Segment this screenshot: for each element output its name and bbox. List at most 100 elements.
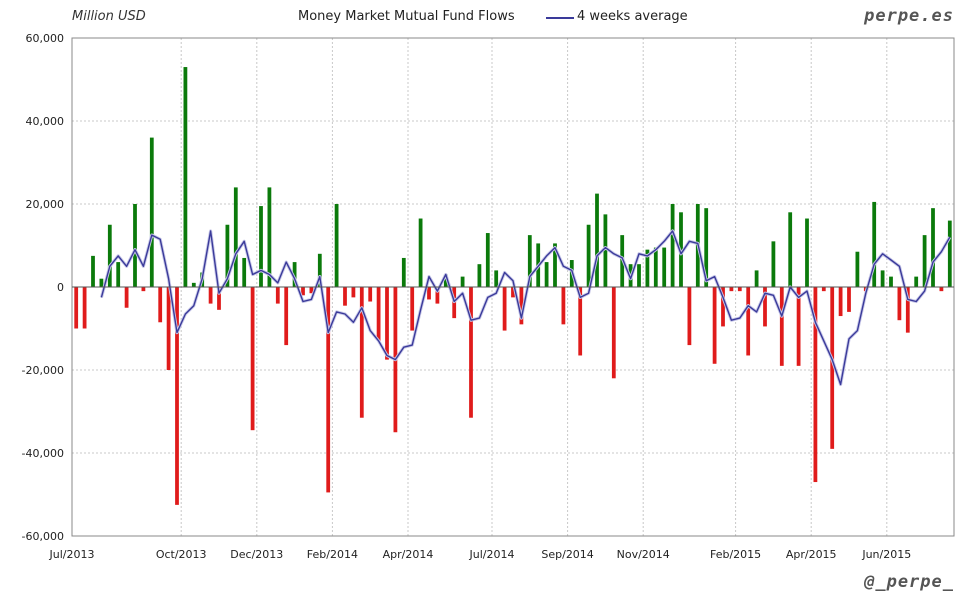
bar <box>603 214 608 287</box>
bar <box>687 287 692 346</box>
bar <box>905 287 910 333</box>
bar <box>275 287 280 304</box>
bar <box>889 276 893 287</box>
bar <box>771 241 776 287</box>
bar <box>561 287 566 325</box>
bar <box>250 287 255 431</box>
bar <box>284 287 289 346</box>
bar <box>494 270 499 287</box>
bar <box>343 287 347 306</box>
bar <box>166 287 171 370</box>
bar <box>334 204 339 287</box>
bar <box>821 287 826 292</box>
x-tick-label: Nov/2014 <box>617 548 670 561</box>
bar <box>670 204 675 287</box>
x-tick-label: Jun/2015 <box>861 548 911 561</box>
bar <box>939 287 944 292</box>
bar <box>443 274 448 287</box>
bar <box>385 287 389 360</box>
bar <box>662 247 667 287</box>
bar <box>855 251 860 287</box>
bar <box>469 287 473 418</box>
bar <box>292 262 297 287</box>
bar <box>376 287 381 341</box>
bar <box>712 287 717 364</box>
bar <box>779 287 784 366</box>
bar <box>141 287 146 292</box>
x-tick-label: Apr/2015 <box>786 548 837 561</box>
bar <box>502 287 507 331</box>
x-tick-label: Sep/2014 <box>541 548 593 561</box>
y-tick-label: 40,000 <box>26 115 65 128</box>
bar <box>309 287 314 294</box>
line-layer <box>99 229 952 387</box>
bar <box>754 270 759 287</box>
bar <box>326 287 331 493</box>
bar <box>947 220 952 287</box>
bar <box>830 287 835 449</box>
y-tick-label: -20,000 <box>22 364 64 377</box>
y-tick-label: -40,000 <box>22 447 64 460</box>
bar <box>511 287 515 298</box>
x-tick-label: Jul/2014 <box>469 548 515 561</box>
average-line <box>100 230 951 386</box>
bar <box>208 287 213 304</box>
bar <box>872 201 877 287</box>
x-tick-label: Dec/2013 <box>230 548 283 561</box>
bar <box>259 206 263 287</box>
bar <box>527 235 532 287</box>
bar <box>914 276 919 287</box>
bar <box>175 287 179 505</box>
bar <box>418 218 423 287</box>
bar <box>217 287 221 310</box>
bar <box>746 287 751 356</box>
bar <box>225 224 230 287</box>
bar <box>721 287 725 327</box>
bar <box>116 262 121 287</box>
bar <box>124 287 129 308</box>
bar <box>368 287 373 302</box>
bar <box>460 276 465 287</box>
bar <box>645 249 650 287</box>
bar <box>133 204 137 287</box>
bar <box>410 287 415 331</box>
bar <box>91 255 95 287</box>
bar <box>578 287 583 356</box>
bar <box>737 287 742 292</box>
bar <box>267 187 272 287</box>
y-unit-label: Million USD <box>72 9 146 24</box>
twitter-handle: @_perpe_ <box>864 572 954 592</box>
bar <box>233 187 238 287</box>
y-tick-label: -60,000 <box>22 530 64 543</box>
bar <box>805 218 809 287</box>
y-tick-label: 20,000 <box>26 198 65 211</box>
bar <box>847 287 851 312</box>
x-tick-label: Jul/2013 <box>49 548 95 561</box>
bar <box>242 257 247 287</box>
brand-watermark: perpe.es <box>864 6 954 26</box>
bar <box>880 270 885 287</box>
bar <box>359 287 364 418</box>
x-tick-label: Feb/2015 <box>710 548 761 561</box>
x-tick-label: Feb/2014 <box>307 548 358 561</box>
bar <box>586 224 591 287</box>
bar <box>637 264 641 287</box>
bar <box>544 262 549 287</box>
bar <box>401 257 406 287</box>
x-tick-label: Oct/2013 <box>156 548 207 561</box>
bar <box>477 264 482 287</box>
bar <box>99 278 104 287</box>
bar <box>435 287 440 304</box>
bar <box>595 193 599 287</box>
bar <box>796 287 801 366</box>
bar <box>813 287 818 483</box>
bar <box>107 224 112 287</box>
bar <box>427 287 431 300</box>
x-tick-label: Apr/2014 <box>383 548 434 561</box>
bar <box>158 287 163 323</box>
bar <box>922 235 927 287</box>
bar <box>763 287 767 327</box>
bar <box>485 233 490 287</box>
bar <box>317 253 322 287</box>
